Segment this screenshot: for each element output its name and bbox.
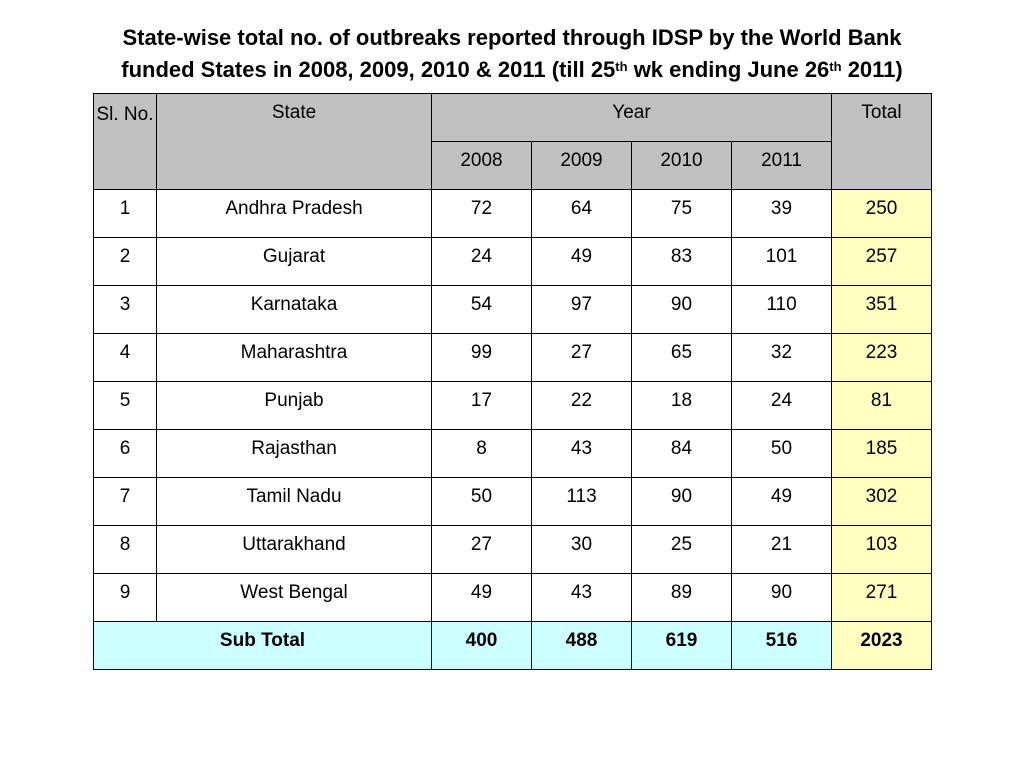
cell-2010: 89 bbox=[631, 573, 732, 622]
cell-total: 351 bbox=[831, 285, 932, 334]
subtotal-2008: 400 bbox=[431, 621, 532, 670]
cell-2011: 39 bbox=[731, 189, 832, 238]
table-row: 6 Rajasthan 8 43 84 50 185 bbox=[93, 429, 932, 478]
cell-2009: 27 bbox=[531, 333, 632, 382]
cell-2008: 99 bbox=[431, 333, 532, 382]
table-row: 4 Maharashtra 99 27 65 32 223 bbox=[93, 333, 932, 382]
cell-2009: 97 bbox=[531, 285, 632, 334]
cell-sl: 9 bbox=[93, 573, 157, 622]
cell-2011: 110 bbox=[731, 285, 832, 334]
cell-state: West Bengal bbox=[156, 573, 432, 622]
cell-2008: 17 bbox=[431, 381, 532, 430]
header-year-2009: 2009 bbox=[531, 141, 632, 190]
cell-2009: 43 bbox=[531, 573, 632, 622]
cell-total: 103 bbox=[831, 525, 932, 574]
subtotal-2009: 488 bbox=[531, 621, 632, 670]
cell-2011: 50 bbox=[731, 429, 832, 478]
cell-state: Karnataka bbox=[156, 285, 432, 334]
cell-sl: 5 bbox=[93, 381, 157, 430]
cell-2011: 101 bbox=[731, 237, 832, 286]
cell-2010: 18 bbox=[631, 381, 732, 430]
header-year-2011: 2011 bbox=[731, 141, 832, 190]
cell-2008: 27 bbox=[431, 525, 532, 574]
cell-state: Maharashtra bbox=[156, 333, 432, 382]
title-superscript-2: th bbox=[829, 59, 842, 74]
header-year: Year bbox=[431, 93, 832, 142]
cell-state: Rajasthan bbox=[156, 429, 432, 478]
cell-2010: 65 bbox=[631, 333, 732, 382]
outbreaks-table: Sl. No. State Year Total 2008 2009 2010 … bbox=[93, 93, 932, 670]
title-superscript-1: th bbox=[615, 59, 628, 74]
subtotal-row: Sub Total 400 488 619 516 2023 bbox=[93, 621, 932, 670]
cell-total: 250 bbox=[831, 189, 932, 238]
cell-total: 302 bbox=[831, 477, 932, 526]
cell-2010: 90 bbox=[631, 477, 732, 526]
subtotal-2011: 516 bbox=[731, 621, 832, 670]
cell-2010: 75 bbox=[631, 189, 732, 238]
cell-sl: 1 bbox=[93, 189, 157, 238]
table-row: 7 Tamil Nadu 50 113 90 49 302 bbox=[93, 477, 932, 526]
cell-2011: 32 bbox=[731, 333, 832, 382]
cell-2009: 49 bbox=[531, 237, 632, 286]
cell-state: Gujarat bbox=[156, 237, 432, 286]
cell-sl: 2 bbox=[93, 237, 157, 286]
cell-total: 81 bbox=[831, 381, 932, 430]
cell-2009: 22 bbox=[531, 381, 632, 430]
cell-2009: 43 bbox=[531, 429, 632, 478]
table-row: 9 West Bengal 49 43 89 90 271 bbox=[93, 573, 932, 622]
cell-2008: 24 bbox=[431, 237, 532, 286]
cell-2008: 50 bbox=[431, 477, 532, 526]
cell-sl: 3 bbox=[93, 285, 157, 334]
cell-2008: 72 bbox=[431, 189, 532, 238]
cell-state: Uttarakhand bbox=[156, 525, 432, 574]
subtotal-2010: 619 bbox=[631, 621, 732, 670]
header-row-2: 2008 2009 2010 2011 bbox=[94, 141, 932, 190]
cell-state: Andhra Pradesh bbox=[156, 189, 432, 238]
cell-state: Punjab bbox=[156, 381, 432, 430]
cell-total: 185 bbox=[831, 429, 932, 478]
cell-sl: 7 bbox=[93, 477, 157, 526]
cell-2009: 113 bbox=[531, 477, 632, 526]
header-row-1: Sl. No. State Year Total bbox=[93, 93, 932, 190]
cell-sl: 4 bbox=[93, 333, 157, 382]
table-row: 8 Uttarakhand 27 30 25 21 103 bbox=[93, 525, 932, 574]
cell-sl: 8 bbox=[93, 525, 157, 574]
cell-2008: 49 bbox=[431, 573, 532, 622]
cell-2011: 90 bbox=[731, 573, 832, 622]
cell-2011: 49 bbox=[731, 477, 832, 526]
table-row: 5 Punjab 17 22 18 24 81 bbox=[93, 381, 932, 430]
table-row: 3 Karnataka 54 97 90 110 351 bbox=[93, 285, 932, 334]
cell-2010: 25 bbox=[631, 525, 732, 574]
title-line-2-part-b: wk ending June 26 bbox=[627, 57, 830, 82]
cell-state: Tamil Nadu bbox=[156, 477, 432, 526]
cell-2009: 30 bbox=[531, 525, 632, 574]
header-sl-no: Sl. No. bbox=[93, 93, 157, 190]
header-year-2008: 2008 bbox=[431, 141, 532, 190]
title-line-1: State-wise total no. of outbreaks report… bbox=[122, 25, 902, 50]
cell-sl: 6 bbox=[93, 429, 157, 478]
table-row: 2 Gujarat 24 49 83 101 257 bbox=[93, 237, 932, 286]
subtotal-label: Sub Total bbox=[93, 621, 432, 670]
subtotal-total: 2023 bbox=[831, 621, 932, 670]
cell-2010: 90 bbox=[631, 285, 732, 334]
table-row: 1 Andhra Pradesh 72 64 75 39 250 bbox=[93, 189, 932, 238]
cell-total: 257 bbox=[831, 237, 932, 286]
cell-2011: 21 bbox=[731, 525, 832, 574]
cell-2010: 84 bbox=[631, 429, 732, 478]
title-line-2: funded States in 2008, 2009, 2010 & 2011… bbox=[0, 54, 1024, 86]
cell-2009: 64 bbox=[531, 189, 632, 238]
header-year-2010: 2010 bbox=[631, 141, 732, 190]
header-total: Total bbox=[831, 93, 932, 190]
cell-total: 271 bbox=[831, 573, 932, 622]
page-title: State-wise total no. of outbreaks report… bbox=[0, 22, 1024, 86]
header-state: State bbox=[156, 93, 432, 190]
cell-2008: 54 bbox=[431, 285, 532, 334]
cell-2008: 8 bbox=[431, 429, 532, 478]
cell-2011: 24 bbox=[731, 381, 832, 430]
title-line-2-part-c: 2011) bbox=[841, 57, 903, 82]
cell-2010: 83 bbox=[631, 237, 732, 286]
cell-total: 223 bbox=[831, 333, 932, 382]
title-line-2-part-a: funded States in 2008, 2009, 2010 & 2011… bbox=[121, 57, 616, 82]
